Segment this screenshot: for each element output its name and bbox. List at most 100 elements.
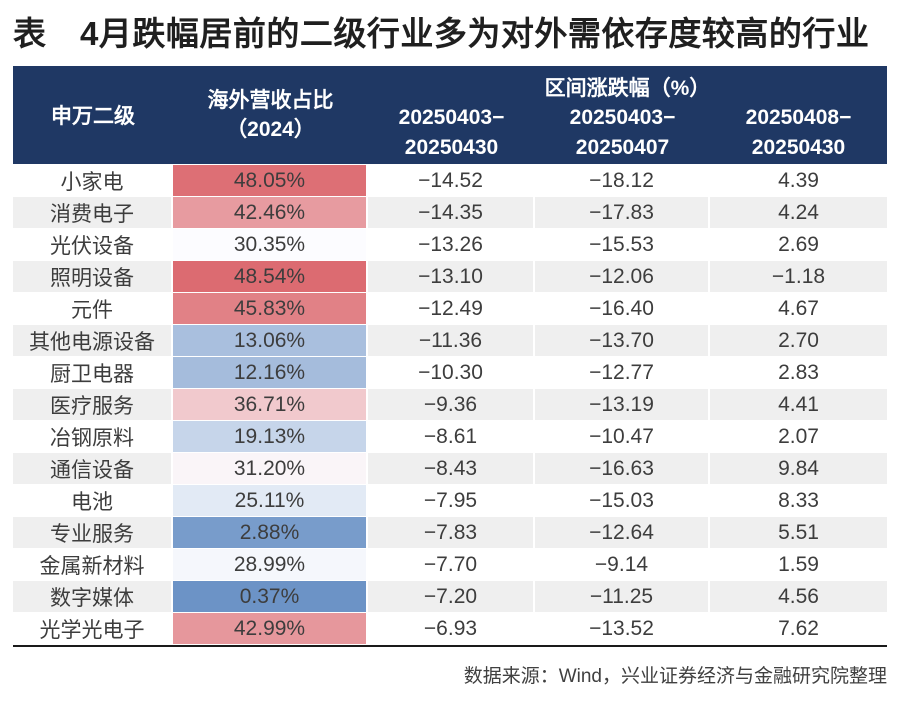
table-row: 专业服务 2.88% −7.83 −12.64 5.51 (13, 517, 887, 548)
chg-20250408-20250430-cell: 4.41 (710, 389, 887, 420)
chg-20250408-20250430-cell: 5.51 (710, 517, 887, 548)
chg-20250408-20250430-cell: 4.56 (710, 581, 887, 612)
chg-20250403-20250430-cell: −14.35 (368, 197, 533, 228)
table-row: 小家电 48.05% −14.52 −18.12 4.39 (13, 165, 887, 196)
chg-20250403-20250407-cell: −13.70 (535, 325, 708, 356)
overseas-revenue-share-cell: 12.16% (173, 357, 366, 388)
industry-name-cell: 厨卫电器 (13, 357, 171, 388)
chg-20250408-20250430-cell: 2.07 (710, 421, 887, 452)
chg-20250403-20250430-cell: −7.95 (368, 485, 533, 516)
overseas-revenue-share-cell: 45.83% (173, 293, 366, 324)
industry-name-cell: 冶钢原料 (13, 421, 171, 452)
overseas-revenue-share-cell: 42.99% (173, 613, 366, 644)
header-col-overseas-share: 海外营收占比 （2024） (173, 66, 368, 164)
header-sub1-line2: 20250430 (404, 136, 499, 159)
header-sub-col-20250408-20250430: 20250408− 20250430 (710, 102, 887, 164)
table-row: 其他电源设备 13.06% −11.36 −13.70 2.70 (13, 325, 887, 356)
chg-20250403-20250407-cell: −13.52 (535, 613, 708, 644)
table-row: 数字媒体 0.37% −7.20 −11.25 4.56 (13, 581, 887, 612)
table-row: 医疗服务 36.71% −9.36 −13.19 4.41 (13, 389, 887, 420)
header-sub1-line1: 20250403− (398, 106, 505, 129)
industry-name-cell: 其他电源设备 (13, 325, 171, 356)
chg-20250403-20250430-cell: −11.36 (368, 325, 533, 356)
industry-name-cell: 消费电子 (13, 197, 171, 228)
chg-20250408-20250430-cell: 8.33 (710, 485, 887, 516)
table-row: 冶钢原料 19.13% −8.61 −10.47 2.07 (13, 421, 887, 452)
overseas-revenue-share-cell: 31.20% (173, 453, 366, 484)
source-note: 数据来源：Wind，兴业证券经济与金融研究院整理 (463, 666, 887, 687)
overseas-revenue-share-cell: 48.05% (173, 165, 366, 196)
industry-name-cell: 光伏设备 (13, 229, 171, 260)
chg-20250403-20250430-cell: −10.30 (368, 357, 533, 388)
table-row: 光伏设备 30.35% −13.26 −15.53 2.69 (13, 229, 887, 260)
chg-20250403-20250430-cell: −13.26 (368, 229, 533, 260)
header-sub3-line2: 20250430 (751, 136, 846, 159)
industry-name-cell: 小家电 (13, 165, 171, 196)
table-row: 照明设备 48.54% −13.10 −12.06 −1.18 (13, 261, 887, 292)
table-row: 元件 45.83% −12.49 −16.40 4.67 (13, 293, 887, 324)
table-bottom-border (13, 645, 887, 647)
table-row: 电池 25.11% −7.95 −15.03 8.33 (13, 485, 887, 516)
chg-20250408-20250430-cell: 4.24 (710, 197, 887, 228)
table-row: 通信设备 31.20% −8.43 −16.63 9.84 (13, 453, 887, 484)
overseas-revenue-share-cell: 0.37% (173, 581, 366, 612)
table-row: 厨卫电器 12.16% −10.30 −12.77 2.83 (13, 357, 887, 388)
header-sub2-line2: 20250407 (575, 136, 670, 159)
chg-20250408-20250430-cell: 9.84 (710, 453, 887, 484)
table-header: 申万二级 海外营收占比 （2024） 区间涨跌幅（%） 20250403− 20… (13, 66, 887, 164)
chg-20250408-20250430-cell: 4.67 (710, 293, 887, 324)
chg-20250403-20250407-cell: −18.12 (535, 165, 708, 196)
industry-name-cell: 通信设备 (13, 453, 171, 484)
overseas-revenue-share-cell: 25.11% (173, 485, 366, 516)
chg-20250403-20250407-cell: −15.03 (535, 485, 708, 516)
chg-20250403-20250430-cell: −12.49 (368, 293, 533, 324)
chg-20250403-20250430-cell: −8.43 (368, 453, 533, 484)
chg-20250408-20250430-cell: 1.59 (710, 549, 887, 580)
chg-20250408-20250430-cell: −1.18 (710, 261, 887, 292)
industry-name-cell: 数字媒体 (13, 581, 171, 612)
industry-name-cell: 照明设备 (13, 261, 171, 292)
chg-20250408-20250430-cell: 7.62 (710, 613, 887, 644)
chg-20250403-20250407-cell: −17.83 (535, 197, 708, 228)
overseas-revenue-share-cell: 42.46% (173, 197, 366, 228)
chg-20250403-20250430-cell: −9.36 (368, 389, 533, 420)
header-col-overseas-share-line1: 海外营收占比 (207, 89, 334, 112)
chg-20250408-20250430-cell: 2.70 (710, 325, 887, 356)
overseas-revenue-share-cell: 28.99% (173, 549, 366, 580)
chg-20250403-20250430-cell: −13.10 (368, 261, 533, 292)
industry-name-cell: 医疗服务 (13, 389, 171, 420)
chg-20250403-20250407-cell: −11.25 (535, 581, 708, 612)
header-col-industry: 申万二级 (51, 105, 135, 128)
chg-20250403-20250430-cell: −8.61 (368, 421, 533, 452)
chg-20250403-20250407-cell: −16.63 (535, 453, 708, 484)
chg-20250403-20250407-cell: −12.06 (535, 261, 708, 292)
overseas-revenue-share-cell: 48.54% (173, 261, 366, 292)
table-row: 消费电子 42.46% −14.35 −17.83 4.24 (13, 197, 887, 228)
page-title: 表 4月跌幅居前的二级行业多为对外需依存度较高的行业 (13, 15, 870, 52)
chg-20250408-20250430-cell: 2.83 (710, 357, 887, 388)
overseas-revenue-share-cell: 2.88% (173, 517, 366, 548)
chg-20250403-20250430-cell: −7.83 (368, 517, 533, 548)
industry-name-cell: 专业服务 (13, 517, 171, 548)
chg-20250403-20250407-cell: −12.64 (535, 517, 708, 548)
overseas-revenue-share-cell: 30.35% (173, 229, 366, 260)
industry-name-cell: 金属新材料 (13, 549, 171, 580)
table-row: 光学光电子 42.99% −6.93 −13.52 7.62 (13, 613, 887, 644)
header-col-overseas-share-line2: （2024） (226, 118, 315, 141)
chg-20250403-20250430-cell: −7.20 (368, 581, 533, 612)
header-sub-col-20250403-20250407: 20250403− 20250407 (535, 102, 710, 164)
header-sub2-line1: 20250403− (569, 106, 676, 129)
chg-20250403-20250407-cell: −10.47 (535, 421, 708, 452)
header-sub3-line1: 20250408− (745, 106, 852, 129)
chg-20250403-20250407-cell: −13.19 (535, 389, 708, 420)
chg-20250408-20250430-cell: 2.69 (710, 229, 887, 260)
chg-20250403-20250430-cell: −7.70 (368, 549, 533, 580)
overseas-revenue-share-cell: 36.71% (173, 389, 366, 420)
overseas-revenue-share-cell: 13.06% (173, 325, 366, 356)
chg-20250403-20250407-cell: −15.53 (535, 229, 708, 260)
industry-name-cell: 电池 (13, 485, 171, 516)
chg-20250403-20250430-cell: −6.93 (368, 613, 533, 644)
chg-20250408-20250430-cell: 4.39 (710, 165, 887, 196)
data-table: 申万二级 海外营收占比 （2024） 区间涨跌幅（%） 20250403− 20… (13, 66, 887, 647)
chg-20250403-20250407-cell: −12.77 (535, 357, 708, 388)
